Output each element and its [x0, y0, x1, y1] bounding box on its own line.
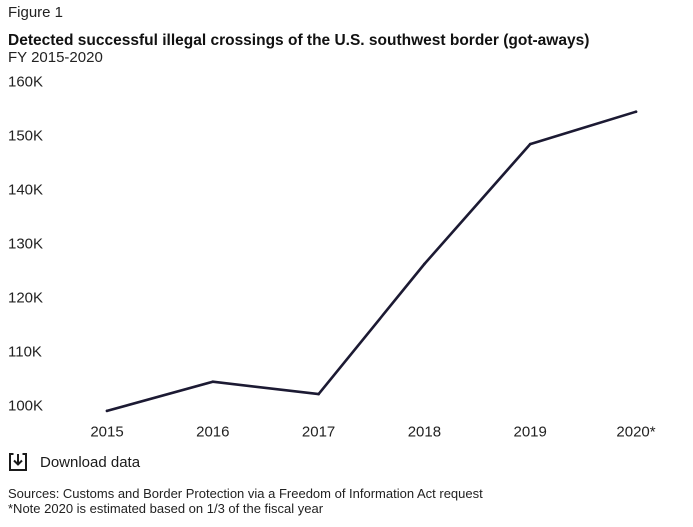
- y-tick-label: 140K: [8, 182, 43, 199]
- download-icon: [8, 452, 28, 472]
- note-text: *Note 2020 is estimated based on 1/3 of …: [8, 501, 324, 516]
- data-point: [105, 409, 109, 413]
- series-layer: [105, 110, 638, 413]
- y-axis: 100K 110K 120K 130K 140K 150K 160K: [8, 74, 43, 415]
- y-tick-label: 100K: [8, 398, 43, 415]
- data-point: [317, 392, 320, 396]
- figure-label: Figure 1: [8, 4, 64, 21]
- y-tick-label: 150K: [8, 128, 43, 145]
- data-point: [528, 142, 532, 146]
- chart-subtitle: FY 2015-2020: [8, 49, 103, 66]
- x-tick-label: 2016: [196, 424, 229, 441]
- download-data-label: Download data: [40, 453, 141, 471]
- data-point: [211, 380, 215, 384]
- x-axis: 2015 2016 2017 2018 2019 2020*: [90, 424, 655, 441]
- chart-title: Detected successful illegal crossings of…: [8, 32, 590, 49]
- download-data-button[interactable]: Download data: [8, 452, 140, 472]
- y-tick-label: 120K: [8, 290, 43, 307]
- x-tick-label: 2018: [408, 424, 441, 441]
- x-tick-label: 2017: [302, 424, 335, 441]
- x-tick-label: 2020*: [616, 424, 655, 441]
- data-point: [634, 110, 638, 113]
- x-tick-label: 2015: [90, 424, 123, 441]
- y-tick-label: 110K: [8, 344, 42, 361]
- x-tick-label: 2019: [514, 424, 547, 441]
- y-tick-label: 160K: [8, 74, 43, 91]
- y-tick-label: 130K: [8, 236, 43, 253]
- series-line: [105, 110, 638, 413]
- data-point: [423, 262, 426, 266]
- sources-text: Sources: Customs and Border Protection v…: [8, 486, 483, 501]
- chart-footnotes: Sources: Customs and Border Protection v…: [8, 486, 483, 516]
